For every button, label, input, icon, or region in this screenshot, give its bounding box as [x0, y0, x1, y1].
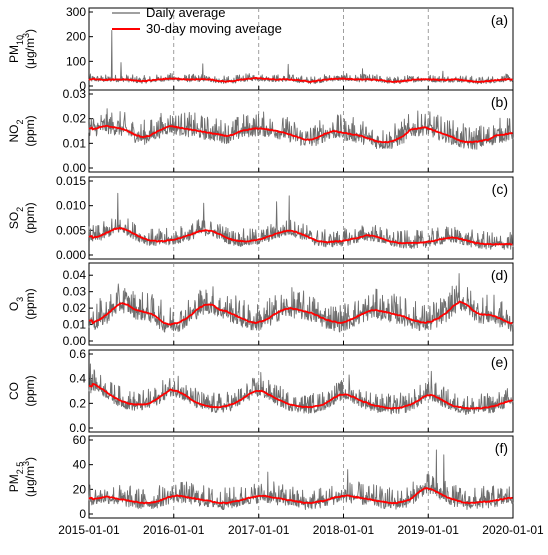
y-axis-unit: (μg/m3)	[21, 457, 37, 497]
y-unit-superscript: 3	[21, 33, 31, 38]
panel-tag: (e)	[491, 354, 508, 370]
y-tick-label: 0.015	[56, 174, 86, 188]
y-tick-label: 0.4	[69, 372, 86, 386]
y-axis-label: O3	[7, 297, 25, 311]
y-unit-end: )	[23, 29, 37, 33]
y-tick-label: 0.04	[63, 268, 87, 282]
panel-6: 0 20 40 60 (f) PM2.5(μg/m3)	[7, 433, 514, 521]
y-unit-main: (ppm)	[23, 202, 37, 233]
panel-3: 0.000 0.005 0.010 0.015 (c) SO2(ppm)	[7, 174, 514, 262]
y-tick-label: 0.00	[63, 161, 87, 175]
x-tick-label: 2020-01-01	[482, 523, 544, 537]
x-tick-label: 2018-01-01	[313, 523, 375, 537]
panel-2: 0.00 0.01 0.02 0.03 (b) NO2(ppm)	[7, 87, 514, 175]
y-tick-label: 0.6	[69, 347, 86, 361]
y-axis-unit: (ppm)	[23, 115, 37, 146]
y-tick-label: 100	[66, 54, 86, 68]
y-axis-label: SO2	[7, 207, 25, 229]
moving-average-line	[88, 124, 514, 144]
panel-frame	[88, 349, 514, 433]
y-tick-label: 0	[79, 507, 86, 521]
y-tick-label: 0.000	[56, 248, 86, 262]
panel-tag: (c)	[492, 181, 508, 197]
panel-1: 0 100 200 300 (a) PM10(μg/m3)	[7, 5, 514, 93]
y-tick-label: 0.03	[63, 285, 87, 299]
y-tick-label: 40	[73, 458, 87, 472]
x-tick-label: 2019-01-01	[398, 523, 460, 537]
y-axis-unit: (ppm)	[23, 202, 37, 233]
moving-average-line	[88, 300, 513, 326]
panel-frame	[88, 435, 514, 519]
y-tick-label: 0.01	[63, 136, 87, 150]
panel-tag: (a)	[491, 12, 508, 28]
x-tick-label: 2016-01-01	[143, 523, 205, 537]
y-label-main: NO	[7, 125, 21, 143]
y-label-subscript: 10	[15, 35, 25, 45]
daily-average-line	[88, 108, 514, 150]
daily-average-line	[88, 192, 514, 250]
y-tick-label: 0.03	[63, 87, 87, 101]
y-tick-label: 0.02	[63, 112, 87, 126]
y-tick-label: 300	[66, 5, 86, 19]
y-unit-main: (ppm)	[23, 115, 37, 146]
x-tick-label: 2017-01-01	[228, 523, 290, 537]
panel-tag: (d)	[491, 267, 508, 283]
y-axis-label: PM10	[7, 35, 25, 63]
y-label-main: SO	[7, 212, 21, 229]
y-unit-superscript: 3	[21, 461, 31, 466]
y-unit-main: (μg/m	[23, 38, 37, 69]
y-unit-main: (ppm)	[23, 288, 37, 319]
daily-average-line	[88, 363, 514, 415]
y-tick-label: 0	[79, 79, 86, 93]
daily-average-line	[88, 449, 514, 511]
y-tick-label: 0.00	[63, 334, 87, 348]
y-axis-label: PM2.5	[7, 462, 25, 493]
y-tick-label: 0.02	[63, 301, 87, 315]
y-label-main: O	[7, 302, 21, 311]
y-axis-unit: (ppm)	[23, 375, 37, 406]
moving-average-line	[88, 382, 513, 410]
legend-label: Daily average	[146, 5, 226, 20]
y-label-subscript: 2	[15, 207, 25, 212]
x-tick-label: 2015-01-01	[58, 523, 120, 537]
y-axis-label: CO	[7, 382, 21, 400]
panel-frame	[88, 176, 514, 260]
moving-average-line	[88, 487, 513, 505]
y-tick-label: 0.0	[69, 421, 86, 435]
daily-average-line	[88, 30, 514, 85]
y-unit-main: (μg/m	[23, 466, 37, 497]
y-tick-label: 0.005	[56, 223, 86, 237]
y-label-subscript: 3	[15, 297, 25, 302]
y-axis-unit: (ppm)	[23, 288, 37, 319]
y-label-subscript: 2	[15, 119, 25, 124]
y-tick-label: 0.2	[69, 396, 86, 410]
y-unit-end: )	[23, 457, 37, 461]
daily-average-line	[88, 273, 514, 333]
y-axis-unit: (μg/m3)	[21, 29, 37, 69]
panel-5: 0.0 0.2 0.4 0.6 (e) CO (ppm)	[7, 347, 514, 435]
panel-tag: (b)	[491, 94, 508, 110]
y-tick-label: 0.01	[63, 318, 87, 332]
y-unit-main: (ppm)	[23, 375, 37, 406]
y-tick-label: 60	[73, 433, 87, 447]
panel-frame	[88, 262, 514, 346]
y-label-main: PM	[7, 474, 21, 492]
y-label-subscript: 2.5	[15, 462, 25, 475]
y-axis-label: NO2	[7, 119, 25, 142]
moving-average-line	[88, 226, 513, 246]
panel-4: 0.00 0.01 0.02 0.03 0.04 (d) O3(ppm)	[7, 262, 514, 348]
y-label-main: CO	[7, 382, 21, 400]
panel-tag: (f)	[495, 440, 508, 456]
moving-average-line	[88, 76, 514, 83]
y-tick-label: 0.010	[56, 199, 86, 213]
y-tick-label: 200	[66, 30, 86, 44]
y-tick-label: 20	[73, 482, 87, 496]
legend-label: 30-day moving average	[146, 21, 282, 36]
y-label-main: PM	[7, 45, 21, 63]
